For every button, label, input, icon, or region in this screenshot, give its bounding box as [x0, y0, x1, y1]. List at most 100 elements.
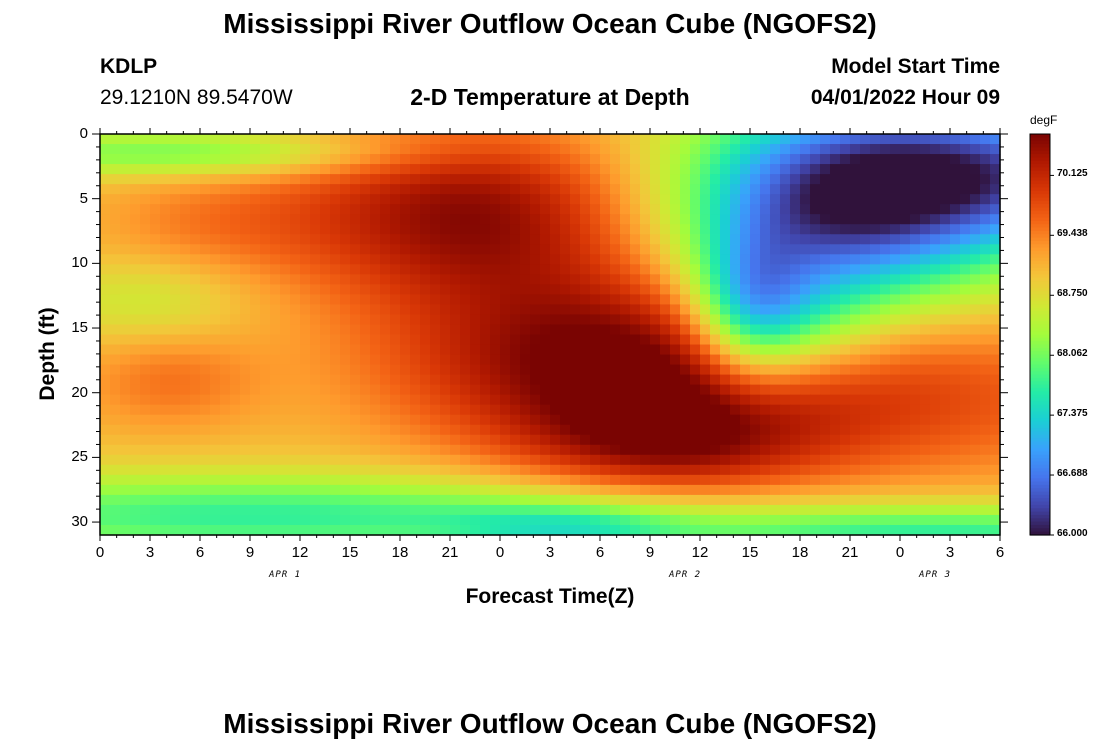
heatmap-cell	[500, 294, 511, 306]
heatmap-cell	[100, 214, 111, 225]
heatmap-cell	[460, 404, 471, 416]
heatmap-cell	[550, 524, 561, 536]
heatmap-cell	[140, 284, 151, 296]
heatmap-cell	[140, 264, 151, 275]
heatmap-cell	[240, 334, 251, 346]
heatmap-cell	[240, 164, 251, 175]
heatmap-cell	[380, 494, 391, 506]
heatmap-cell	[690, 394, 701, 406]
heatmap-cell	[360, 434, 371, 446]
heatmap-cell	[520, 514, 531, 526]
heatmap-cell	[320, 474, 331, 486]
heatmap-cell	[150, 464, 161, 476]
heatmap-cell	[500, 314, 511, 326]
heatmap-cell	[220, 414, 231, 426]
heatmap-cell	[230, 464, 241, 476]
heatmap-cell	[250, 384, 261, 396]
heatmap-cell	[190, 214, 201, 225]
heatmap-cell	[130, 424, 141, 436]
heatmap-cell	[870, 254, 881, 265]
heatmap-cell	[740, 464, 751, 476]
heatmap-cell	[930, 154, 941, 165]
heatmap-cell	[360, 344, 371, 356]
heatmap-cell	[440, 414, 451, 426]
heatmap-cell	[360, 184, 371, 195]
heatmap-cell	[470, 424, 481, 436]
heatmap-cell	[630, 144, 641, 155]
heatmap-cell	[920, 464, 931, 476]
heatmap-cell	[910, 194, 921, 205]
heatmap-cell	[780, 324, 791, 336]
colorbar-segment	[1030, 501, 1050, 506]
heatmap-cell	[880, 184, 891, 195]
heatmap-cell	[950, 414, 961, 426]
heatmap-cell	[360, 304, 371, 316]
heatmap-cell	[910, 474, 921, 486]
heatmap-cell	[700, 134, 711, 145]
heatmap-cell	[380, 424, 391, 436]
heatmap-cell	[140, 424, 151, 436]
heatmap-cell	[530, 514, 541, 526]
heatmap-cell	[670, 134, 681, 145]
colorbar-label: 70.125	[1057, 168, 1088, 180]
heatmap-cell	[120, 304, 131, 316]
heatmap-cell	[390, 364, 401, 376]
heatmap-cell	[950, 434, 961, 446]
heatmap-cell	[440, 164, 451, 175]
heatmap-cell	[640, 224, 651, 235]
heatmap-cell	[770, 184, 781, 195]
heatmap-cell	[420, 434, 431, 446]
heatmap-cell	[250, 264, 261, 275]
heatmap-cell	[400, 254, 411, 265]
heatmap-cell	[620, 434, 631, 446]
heatmap-cell	[180, 494, 191, 506]
heatmap-cell	[950, 244, 961, 255]
heatmap-cell	[440, 364, 451, 376]
heatmap-cell	[710, 494, 721, 506]
heatmap-cell	[330, 474, 341, 486]
heatmap-cell	[610, 224, 621, 235]
heatmap-cell	[630, 414, 641, 426]
heatmap-cell	[960, 254, 971, 265]
heatmap-cell	[790, 324, 801, 336]
heatmap-cell	[370, 304, 381, 316]
heatmap-cell	[690, 284, 701, 296]
heatmap-cell	[960, 474, 971, 486]
colorbar-segment	[1030, 361, 1050, 366]
heatmap-cell	[880, 234, 891, 245]
heatmap-cell	[780, 264, 791, 275]
heatmap-cell	[210, 254, 221, 265]
heatmap-cell	[840, 364, 851, 376]
heatmap-cell	[610, 504, 621, 516]
heatmap-cell	[860, 514, 871, 526]
heatmap-cell	[380, 194, 391, 205]
heatmap-cell	[410, 294, 421, 306]
heatmap-cell	[760, 224, 771, 235]
heatmap-cell	[300, 354, 311, 366]
heatmap-cell	[780, 494, 791, 506]
heatmap-cell	[310, 484, 321, 496]
heatmap-cell	[800, 474, 811, 486]
heatmap-cell	[680, 374, 691, 386]
heatmap-cell	[450, 164, 461, 175]
heatmap-cell	[170, 294, 181, 306]
heatmap-cell	[300, 344, 311, 356]
heatmap-cell	[420, 394, 431, 406]
heatmap-cell	[980, 474, 991, 486]
heatmap-cell	[900, 304, 911, 316]
heatmap-cell	[790, 214, 801, 225]
heatmap-cell	[970, 404, 981, 416]
heatmap-cell	[300, 384, 311, 396]
heatmap-cell	[300, 144, 311, 155]
heatmap-cell	[680, 514, 691, 526]
heatmap-cell	[820, 164, 831, 175]
heatmap-cell	[550, 194, 561, 205]
heatmap-cell	[440, 434, 451, 446]
heatmap-cell	[230, 294, 241, 306]
heatmap-cell	[890, 304, 901, 316]
heatmap-cell	[560, 424, 571, 436]
heatmap-cell	[640, 154, 651, 165]
heatmap-cell	[690, 194, 701, 205]
heatmap-cell	[460, 284, 471, 296]
heatmap-cell	[720, 194, 731, 205]
